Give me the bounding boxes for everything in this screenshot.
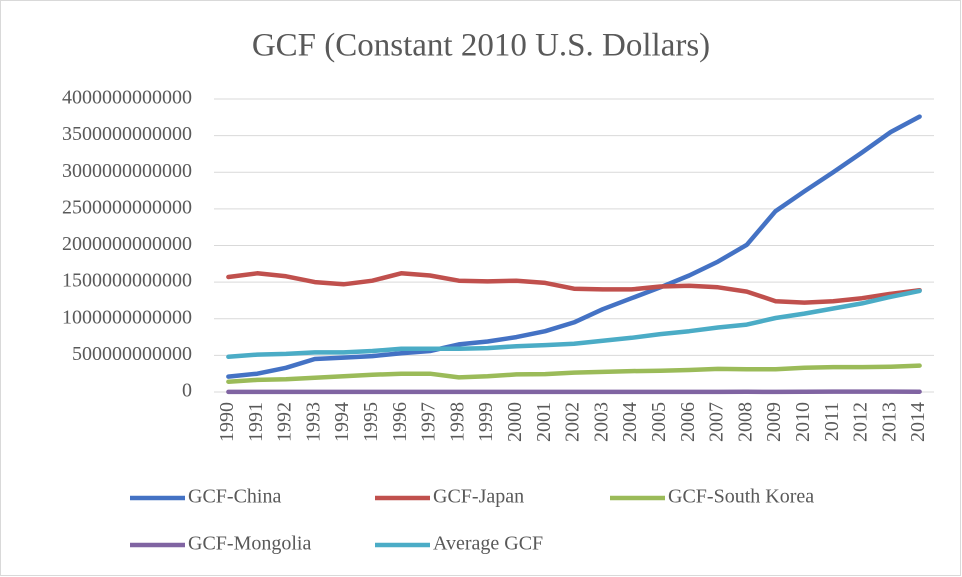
- x-tick-label: 1994: [331, 402, 353, 442]
- y-tick-label: 3500000000000: [62, 123, 192, 145]
- legend-label: Average GCF: [433, 533, 543, 555]
- x-tick-label: 2005: [648, 402, 670, 442]
- x-tick-label: 1991: [245, 402, 267, 442]
- x-tick-label: 1995: [360, 402, 382, 442]
- x-tick-label: 1998: [446, 402, 468, 442]
- x-tick-label: 1996: [389, 402, 411, 442]
- x-tick-label: 2012: [850, 402, 872, 442]
- y-tick-label: 1500000000000: [62, 270, 192, 292]
- legend-label: GCF-Japan: [433, 486, 524, 508]
- x-tick-label: 1992: [274, 402, 296, 442]
- legend-label: GCF-Mongolia: [188, 533, 311, 555]
- x-tick-label: 2001: [533, 402, 555, 442]
- x-tick-label: 2008: [734, 402, 756, 442]
- y-tick-label: 2000000000000: [62, 233, 192, 255]
- x-tick-label: 1999: [475, 402, 497, 442]
- x-tick-label: 2002: [562, 402, 584, 442]
- series-line: [226, 363, 922, 384]
- x-tick-label: 2000: [504, 402, 526, 442]
- x-tick-label: 1993: [302, 402, 324, 442]
- x-tick-label: 1990: [216, 402, 238, 442]
- x-tick-label: 2014: [907, 402, 929, 442]
- x-tick-label: 2007: [706, 402, 728, 442]
- y-tick-label: 2500000000000: [62, 196, 192, 218]
- x-tick-label: 2004: [619, 402, 641, 442]
- legend-label: GCF-China: [188, 486, 281, 508]
- y-tick-label: 3000000000000: [62, 160, 192, 182]
- x-tick-label: 2009: [763, 402, 785, 442]
- x-tick-label: 1997: [418, 402, 440, 442]
- y-tick-label: 1000000000000: [62, 306, 192, 328]
- x-tick-label: 2010: [792, 402, 814, 442]
- series-line: [226, 271, 922, 305]
- x-tick-label: 2006: [677, 402, 699, 442]
- x-tick-label: 2011: [821, 402, 843, 441]
- series-line: [226, 114, 922, 379]
- legend-label: GCF-South Korea: [668, 486, 814, 508]
- chart-title: GCF (Constant 2010 U.S. Dollars): [252, 28, 710, 64]
- x-tick-label: 2003: [590, 402, 612, 442]
- y-tick-label: 500000000000: [72, 343, 192, 365]
- series-line: [226, 288, 922, 360]
- x-tick-label: 2013: [878, 402, 900, 442]
- y-tick-label: 4000000000000: [62, 87, 192, 109]
- y-tick-label: 0: [182, 380, 192, 402]
